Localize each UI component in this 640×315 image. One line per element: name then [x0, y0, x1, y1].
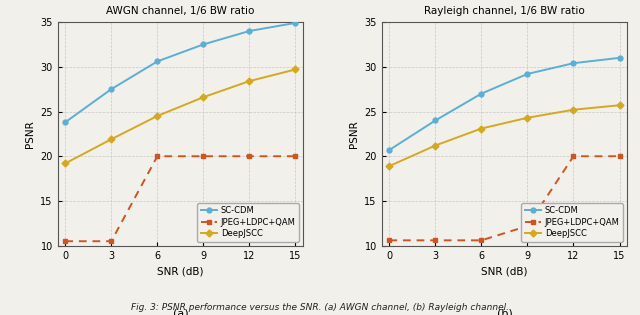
Title: Rayleigh channel, 1/6 BW ratio: Rayleigh channel, 1/6 BW ratio [424, 6, 585, 16]
SC-CDM [154, 60, 161, 63]
DeepJSCC [108, 137, 115, 141]
JPEG+LDPC+QAM [246, 154, 253, 158]
SC-CDM [477, 92, 485, 95]
SC-CDM [570, 61, 577, 65]
X-axis label: SNR (dB): SNR (dB) [157, 266, 204, 276]
Title: AWGN channel, 1/6 BW ratio: AWGN channel, 1/6 BW ratio [106, 6, 255, 16]
SC-CDM [61, 120, 69, 124]
JPEG+LDPC+QAM [431, 238, 439, 242]
SC-CDM [200, 43, 207, 46]
JPEG+LDPC+QAM [292, 154, 300, 158]
Line: SC-CDM: SC-CDM [63, 20, 298, 125]
SC-CDM [246, 29, 253, 33]
JPEG+LDPC+QAM [200, 154, 207, 158]
Text: (a): (a) [173, 308, 188, 315]
Line: JPEG+LDPC+QAM: JPEG+LDPC+QAM [63, 154, 298, 244]
JPEG+LDPC+QAM [570, 154, 577, 158]
DeepJSCC [292, 68, 300, 72]
Line: DeepJSCC: DeepJSCC [63, 67, 298, 166]
DeepJSCC [246, 79, 253, 83]
DeepJSCC [431, 144, 439, 147]
Legend: SC-CDM, JPEG+LDPC+QAM, DeepJSCC: SC-CDM, JPEG+LDPC+QAM, DeepJSCC [197, 203, 299, 242]
SC-CDM [431, 118, 439, 122]
DeepJSCC [524, 116, 531, 120]
JPEG+LDPC+QAM [61, 239, 69, 243]
Legend: SC-CDM, JPEG+LDPC+QAM, DeepJSCC: SC-CDM, JPEG+LDPC+QAM, DeepJSCC [522, 203, 623, 242]
JPEG+LDPC+QAM [616, 154, 623, 158]
JPEG+LDPC+QAM [385, 238, 393, 242]
Line: JPEG+LDPC+QAM: JPEG+LDPC+QAM [387, 154, 622, 243]
Text: Fig. 3: PSNR performance versus the SNR. (a) AWGN channel, (b) Rayleigh channel.: Fig. 3: PSNR performance versus the SNR.… [131, 303, 509, 312]
DeepJSCC [200, 95, 207, 99]
SC-CDM [385, 148, 393, 152]
Y-axis label: PSNR: PSNR [25, 120, 35, 148]
JPEG+LDPC+QAM [524, 224, 531, 228]
Line: SC-CDM: SC-CDM [387, 55, 622, 152]
Text: (b): (b) [497, 308, 512, 315]
JPEG+LDPC+QAM [108, 239, 115, 243]
DeepJSCC [570, 108, 577, 112]
DeepJSCC [385, 164, 393, 168]
SC-CDM [524, 72, 531, 76]
DeepJSCC [477, 127, 485, 130]
X-axis label: SNR (dB): SNR (dB) [481, 266, 528, 276]
JPEG+LDPC+QAM [477, 238, 485, 242]
DeepJSCC [154, 114, 161, 118]
Line: DeepJSCC: DeepJSCC [387, 103, 622, 169]
JPEG+LDPC+QAM [154, 154, 161, 158]
SC-CDM [616, 56, 623, 60]
DeepJSCC [61, 162, 69, 165]
SC-CDM [108, 87, 115, 91]
SC-CDM [292, 21, 300, 25]
DeepJSCC [616, 103, 623, 107]
Y-axis label: PSNR: PSNR [349, 120, 359, 148]
